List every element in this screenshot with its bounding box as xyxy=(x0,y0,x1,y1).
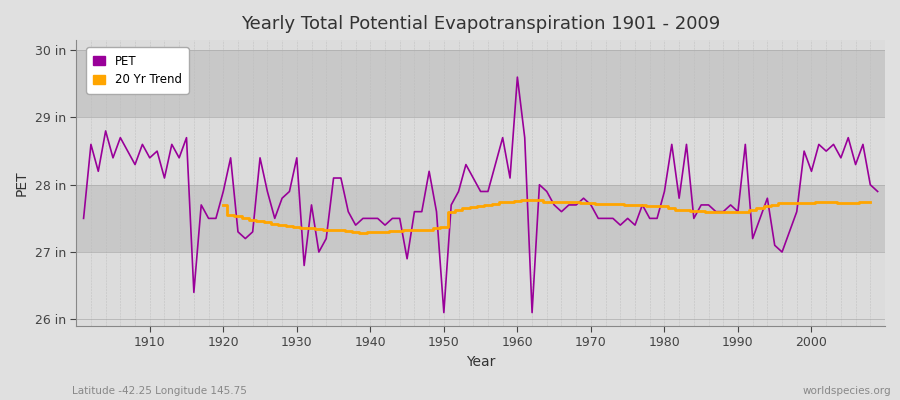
Bar xyxy=(76,185,885,252)
Bar xyxy=(76,40,885,50)
Bar xyxy=(76,319,885,326)
X-axis label: Year: Year xyxy=(466,355,495,369)
Title: Yearly Total Potential Evapotranspiration 1901 - 2009: Yearly Total Potential Evapotranspiratio… xyxy=(241,15,720,33)
Bar xyxy=(76,252,885,319)
Legend: PET, 20 Yr Trend: PET, 20 Yr Trend xyxy=(86,48,189,94)
Y-axis label: PET: PET xyxy=(15,170,29,196)
Text: Latitude -42.25 Longitude 145.75: Latitude -42.25 Longitude 145.75 xyxy=(72,386,247,396)
Bar xyxy=(76,50,885,118)
Text: worldspecies.org: worldspecies.org xyxy=(803,386,891,396)
Bar xyxy=(76,118,885,185)
